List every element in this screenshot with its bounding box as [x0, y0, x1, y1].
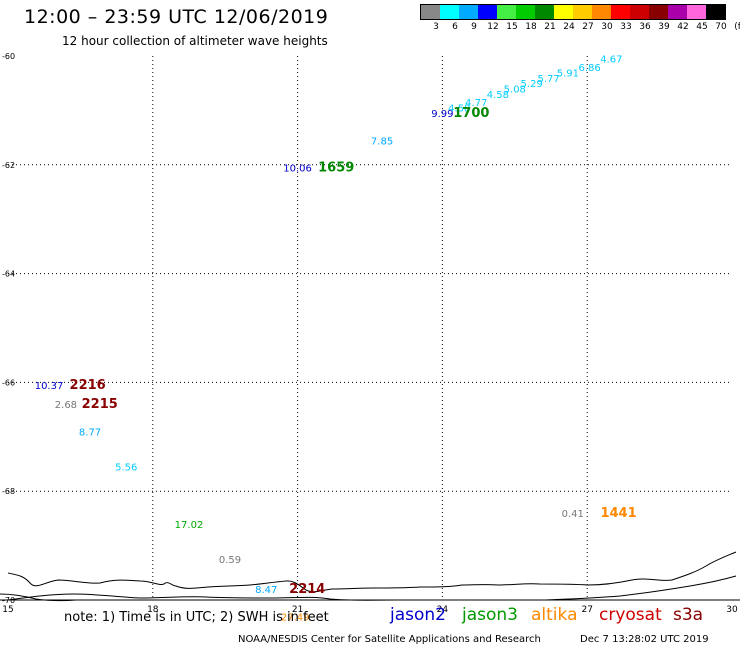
wave-height-label: 7.85 [371, 136, 393, 147]
legend-swatch [649, 5, 668, 19]
wave-height-label: 8.77 [79, 427, 101, 438]
lat-tick-label: -68 [2, 487, 15, 496]
legend-label: 36 [639, 22, 651, 32]
legend-swatch [630, 5, 649, 19]
lon-tick-label: 15 [2, 605, 13, 615]
lon-tick-label: 30 [726, 605, 738, 615]
wave-height-label: 2.68 [55, 400, 77, 411]
legend-swatch [706, 5, 725, 19]
legend-swatch [554, 5, 573, 19]
lat-tick-label: -66 [2, 378, 15, 387]
wave-height-label: 5.08 [504, 85, 526, 96]
lat-tick-label: -62 [2, 161, 15, 170]
lat-tick-label: -64 [2, 270, 15, 279]
lon-tick-label: 24 [437, 605, 449, 615]
legend-swatch [421, 5, 440, 19]
legend-label: 42 [677, 22, 689, 32]
legend-label: 45 [696, 22, 708, 32]
legend-swatch [516, 5, 535, 19]
wave-height-label: 5.56 [115, 463, 137, 474]
wave-height-label: 4.58 [448, 104, 470, 115]
legend-color-bar [420, 4, 726, 20]
legend-label: 12 [487, 22, 499, 32]
legend-label: 24 [563, 22, 575, 32]
wave-height-label: 5.91 [557, 68, 579, 79]
wave-height-label: 0.41 [562, 509, 584, 520]
legend-unit: (ft) [734, 22, 740, 32]
legend-swatch [611, 5, 630, 19]
legend-label: 15 [506, 22, 518, 32]
satellite-name: jason2 [390, 605, 446, 625]
legend-label: 18 [525, 22, 537, 32]
pass-time-label: 2214 [289, 582, 325, 597]
pass-time-label: 2215 [82, 397, 118, 412]
legend-label: 21 [544, 22, 556, 32]
legend-swatch [497, 5, 516, 19]
satellite-name: jason3 [462, 605, 518, 625]
axis-tick-labels: 15 18 21 24 27 30 -60 -62 -64 -66 -68 -70 [2, 52, 738, 615]
wave-height-label: 4.77 [465, 98, 487, 109]
legend-swatch [592, 5, 611, 19]
antarctic-coastline-inner [7, 575, 737, 601]
legend-label: 70 [715, 22, 727, 32]
generation-date: Dec 7 13:28:02 UTC 2019 [580, 634, 709, 645]
wave-height-label: 8.47 [255, 585, 277, 596]
legend-swatch [535, 5, 554, 19]
legend-swatch [459, 5, 478, 19]
wave-height-label: 5.29 [521, 79, 543, 90]
wave-height-label: 10.06 [283, 164, 312, 175]
wave-height-label: 0.59 [219, 555, 241, 566]
credit-line: NOAA/NESDIS Center for Satellite Applica… [238, 634, 541, 645]
lon-tick-label: 18 [147, 605, 159, 615]
wave-height-label: 9.99 [431, 109, 453, 120]
legend-label: 33 [620, 22, 632, 32]
wave-height-labels: 4.676.865.915.775.295.084.584.774.589.99… [35, 55, 637, 624]
wave-height-label: 4.58 [487, 90, 509, 101]
wave-height-label: 27.49 [281, 612, 310, 623]
legend-label: 30 [601, 22, 613, 32]
wave-height-label: 4.67 [600, 55, 622, 66]
wave-height-label: 6.86 [578, 63, 600, 74]
lon-tick-label: 27 [581, 605, 592, 615]
pass-time-label: 1659 [318, 161, 354, 176]
legend-swatch [440, 5, 459, 19]
ice-shelf-edge [0, 593, 77, 602]
legend-label: 27 [582, 22, 594, 32]
legend-swatch [573, 5, 592, 19]
legend-label: 9 [471, 22, 477, 32]
footer-note: note: 1) Time is in UTC; 2) SWH is in fe… [64, 610, 329, 625]
legend-swatch [668, 5, 687, 19]
pass-time-label: 1441 [600, 506, 636, 521]
wave-height-label: 5.77 [537, 74, 559, 85]
lon-tick-label: 21 [292, 605, 303, 615]
lat-tick-label: -60 [2, 52, 15, 61]
map-title: 12:00 – 23:59 UTC 12/06/2019 [24, 6, 329, 28]
legend-label: 6 [452, 22, 458, 32]
map-subtitle: 12 hour collection of altimeter wave hei… [62, 34, 328, 48]
satellite-name: altika [531, 605, 578, 625]
legend-label: 3 [433, 22, 439, 32]
wave-height-label: 10.37 [35, 381, 64, 392]
lat-tick-label: -70 [2, 596, 15, 605]
pass-time-label: 1700 [453, 106, 489, 121]
satellite-name: cryosat [599, 605, 662, 625]
wave-height-label: 17.02 [175, 520, 204, 531]
antarctic-coastline [7, 551, 737, 593]
legend-swatch [478, 5, 497, 19]
pass-time-label: 2216 [70, 378, 106, 393]
legend-label: 39 [658, 22, 670, 32]
satellite-name: s3a [673, 605, 704, 625]
legend-swatch [687, 5, 706, 19]
